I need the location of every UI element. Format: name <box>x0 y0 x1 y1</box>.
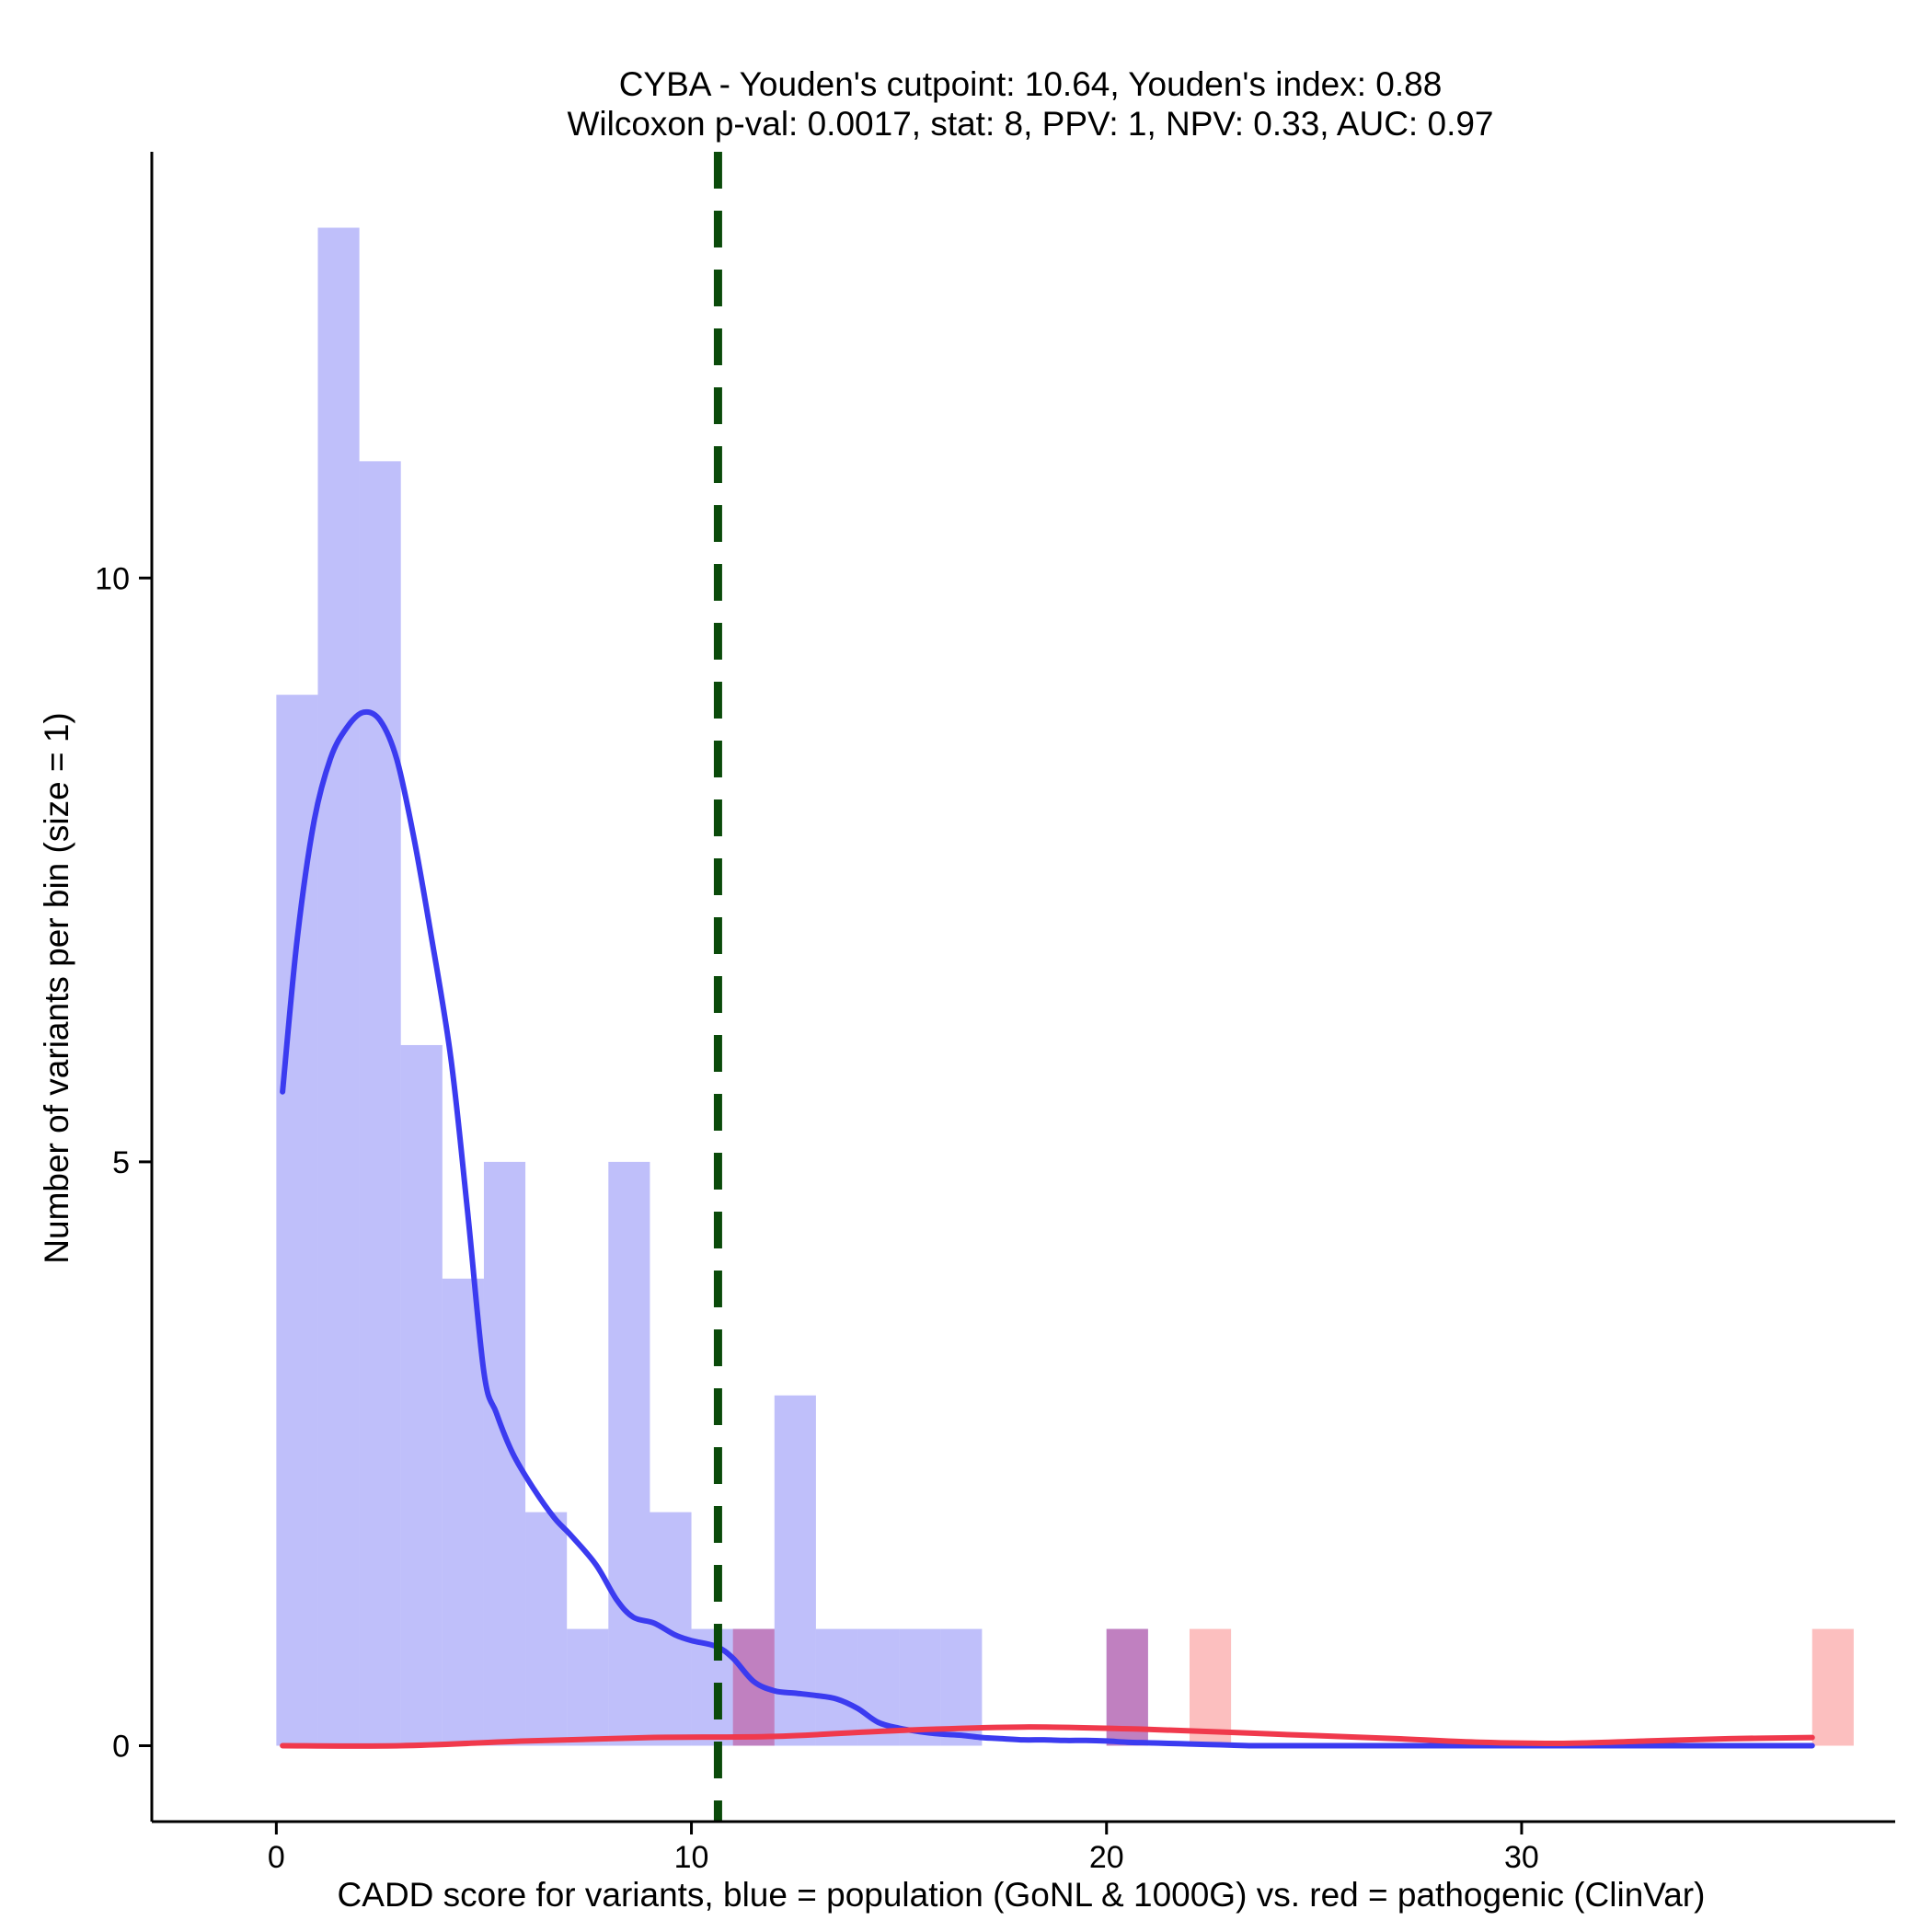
pathogenic-bar-2 <box>1189 1628 1232 1746</box>
population-bar-13 <box>815 1628 858 1746</box>
x-tick-label-0: 0 <box>268 1840 285 1875</box>
chart-title-group: CYBA - Youden's cutpoint: 10.64, Youden'… <box>567 65 1493 143</box>
x-tick-label-30: 30 <box>1504 1840 1539 1875</box>
pathogenic-bars <box>1189 1628 1854 1746</box>
population-bar-15 <box>899 1628 941 1746</box>
y-tick-label-5: 5 <box>112 1145 130 1180</box>
population-bar-4 <box>442 1278 484 1746</box>
chart-subtitle: Wilcoxon p-val: 0.0017, stat: 8, PPV: 1,… <box>567 105 1493 143</box>
plot-area <box>276 152 1854 1822</box>
pathogenic-density-curve <box>280 1724 1815 1749</box>
y-tick-label-10: 10 <box>95 561 130 596</box>
y-axis-label: Number of variants per bin (size = 1) <box>38 712 75 1263</box>
y-axis-ticks: 0 5 10 <box>95 561 152 1765</box>
population-bar-7 <box>567 1628 609 1746</box>
population-bar-10 <box>691 1628 733 1746</box>
population-bar-8 <box>608 1161 650 1746</box>
population-bar-12 <box>774 1395 816 1746</box>
y-tick-label-0: 0 <box>112 1730 130 1765</box>
population-density-curve <box>280 708 1815 1749</box>
population-bars <box>276 227 1148 1746</box>
chart-title: CYBA - Youden's cutpoint: 10.64, Youden'… <box>619 65 1443 103</box>
x-axis-label: CADD score for variants, blue = populati… <box>338 1876 1706 1914</box>
population-bar-3 <box>400 1044 443 1746</box>
population-bar-0 <box>276 695 318 1746</box>
x-tick-label-20: 20 <box>1089 1840 1124 1875</box>
population-bar-1 <box>317 227 360 1746</box>
x-tick-label-10: 10 <box>674 1840 709 1875</box>
population-bar-5 <box>483 1161 526 1746</box>
population-bar-2 <box>359 461 401 1746</box>
x-axis-ticks: 0 10 20 30 <box>268 1822 1539 1875</box>
axes: 0 10 20 30 0 5 10 <box>95 152 1895 1875</box>
pathogenic-bar-3 <box>1811 1628 1854 1746</box>
population-bar-6 <box>525 1512 568 1746</box>
population-bar-9 <box>650 1512 692 1746</box>
